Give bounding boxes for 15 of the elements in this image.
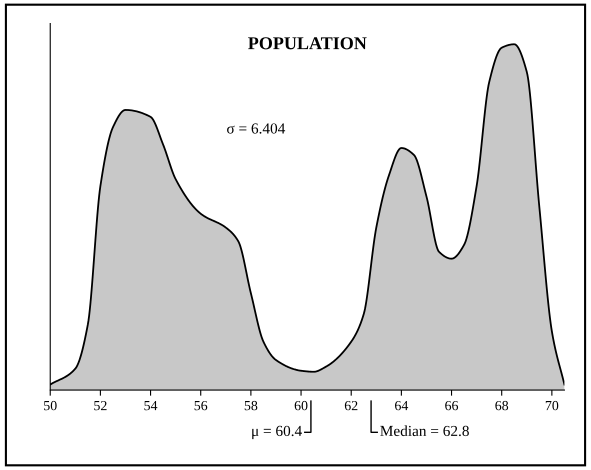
- text: μ = 60.4: [252, 426, 302, 440]
- x-tick-label: 62: [344, 400, 358, 410]
- x-tick-label: 66: [445, 400, 458, 410]
- x-tick-label: 68: [495, 400, 508, 410]
- text: Median = 62.8: [380, 425, 469, 436]
- x-tick-label: 52: [94, 400, 107, 410]
- x-tick-label: 54: [144, 401, 158, 410]
- x-tick-label: 64: [395, 400, 408, 410]
- x-tick-label: 56: [194, 400, 208, 410]
- x-tick-label: 50: [44, 400, 57, 410]
- x-tick-label: 58: [244, 400, 258, 410]
- annotation: σ = 6.404: [227, 123, 286, 134]
- x-tick-label: 60: [294, 400, 308, 410]
- x-tick-label: 70: [546, 400, 558, 410]
- chart-title: POPULATION: [248, 37, 367, 50]
